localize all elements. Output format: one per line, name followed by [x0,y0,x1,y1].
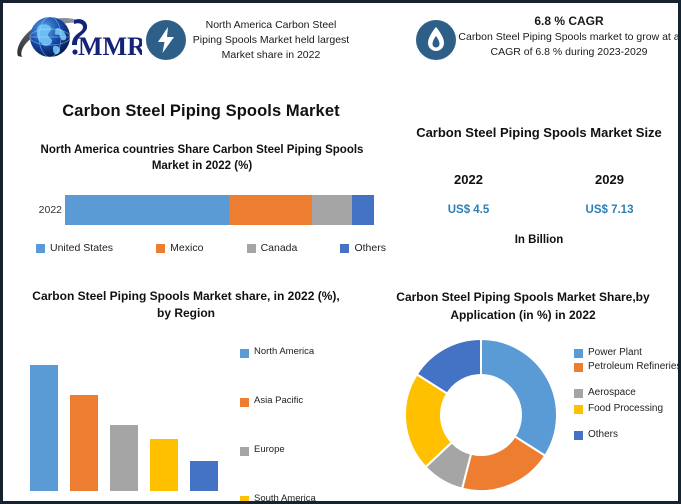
donut-slice [415,337,482,395]
legend-swatch-icon [574,363,583,372]
legend-item: South America [240,493,360,504]
bar [150,439,178,491]
legend-swatch-icon [574,431,583,440]
legend-item: Others [574,428,678,442]
stacked-bar-chart [65,195,374,225]
region-bar-chart [30,358,230,491]
legend-swatch-icon [246,243,256,253]
legend-label: Europe [254,444,285,455]
legend-swatch-icon [240,496,249,501]
lightning-bolt-icon [146,20,186,60]
cagr-description: Carbon Steel Piping Spools market to gro… [458,31,680,58]
logo-text: MMR [78,32,142,61]
legend-label: United States [50,242,114,254]
region-chart-legend: North America Asia Pacific Europe South Ame… [240,346,360,504]
market-size-values: US$ 4.5 US$ 7.13 [398,204,678,216]
stacked-bar-segment [228,195,313,225]
stacked-bar-segment [352,195,374,225]
legend-swatch-icon [156,243,166,253]
legend-label: Power Plant [588,347,642,358]
legend-label: Mexico [170,242,204,254]
market-size-years: 2022 2029 [398,172,678,187]
market-size-value-left: US$ 4.5 [447,204,490,216]
bar [190,461,218,491]
page-title: Carbon Steel Piping Spools Market [62,102,340,120]
market-size-title: Carbon Steel Piping Spools Market Size [416,125,662,140]
legend-item: Others [340,242,386,254]
legend-swatch-icon [340,243,350,253]
mmr-logo: MMR [12,12,146,68]
stacked-bar-legend: United States Mexico Canada Others [36,242,386,254]
legend-item: Food Processing [574,402,678,416]
legend-swatch-icon [36,243,45,253]
market-size-year-left: 2022 [454,172,483,187]
market-size-value-right: US$ 7.13 [585,204,634,216]
region-chart-title: Carbon Steel Piping Spools Market share,… [32,289,340,320]
stacked-bar-category-label: 2022 [38,204,62,216]
stacked-bar-segment [65,195,229,225]
legend-label: Others [588,429,619,440]
legend-item: North America [240,346,360,395]
legend-item: Power Plant [574,346,678,360]
bar [70,394,98,491]
cagr-value: 6.8 % CAGR [534,14,604,28]
header-callout-1-text: North America Carbon Steel Piping Spools… [192,19,350,61]
legend-item: Asia Pacific [240,395,360,444]
market-size-unit: In Billion [514,234,564,246]
legend-swatch-icon [574,405,583,414]
stacked-bar-segment [312,195,353,225]
legend-swatch-icon [240,349,249,358]
legend-label: Petroleum Refineries [588,361,681,372]
legend-item: Petroleum Refineries [574,360,681,374]
legend-swatch-icon [240,398,249,407]
application-chart-legend: Power Plant Petroleum Refineries Aerospace… [574,346,681,454]
legend-item: Aerospace [574,386,678,400]
donut-slice [480,337,558,458]
legend-label: Food Processing [588,403,664,414]
legend-label: Asia Pacific [254,395,304,406]
legend-item: United States [36,242,113,254]
legend-label: North America [254,346,315,357]
legend-label: Canada [260,242,298,254]
application-chart-title: Carbon Steel Piping Spools Market Share,… [396,290,650,322]
legend-label: South America [254,493,316,504]
legend-item: Europe [240,444,360,493]
header-callout-2-text: 6.8 % CAGR Carbon Steel Piping Spools ma… [458,14,680,60]
infographic-canvas: MMR North America Carbon Steel Piping Sp… [6,6,678,501]
legend-item: Canada [246,242,298,254]
application-donut-chart [402,336,560,494]
stacked-bar-title: North America countries Share Carbon Ste… [40,144,364,172]
legend-item: Mexico [156,242,203,254]
legend-swatch-icon [574,349,583,358]
bar [110,424,138,491]
market-size-year-right: 2029 [595,172,624,187]
legend-swatch-icon [574,389,583,398]
legend-swatch-icon [240,447,249,456]
legend-label: Others [354,242,386,254]
flame-drop-icon [416,20,456,60]
legend-label: Aerospace [588,387,636,398]
bar [30,365,58,491]
